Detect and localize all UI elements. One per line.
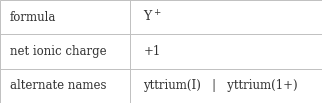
Text: +1: +1 xyxy=(143,45,161,58)
Text: formula: formula xyxy=(10,11,56,24)
Text: yttrium(I)   |   yttrium(1+): yttrium(I) | yttrium(1+) xyxy=(143,79,298,92)
Text: net ionic charge: net ionic charge xyxy=(10,45,106,58)
Text: $\mathregular{Y^+}$: $\mathregular{Y^+}$ xyxy=(143,9,162,25)
Text: alternate names: alternate names xyxy=(10,79,106,92)
